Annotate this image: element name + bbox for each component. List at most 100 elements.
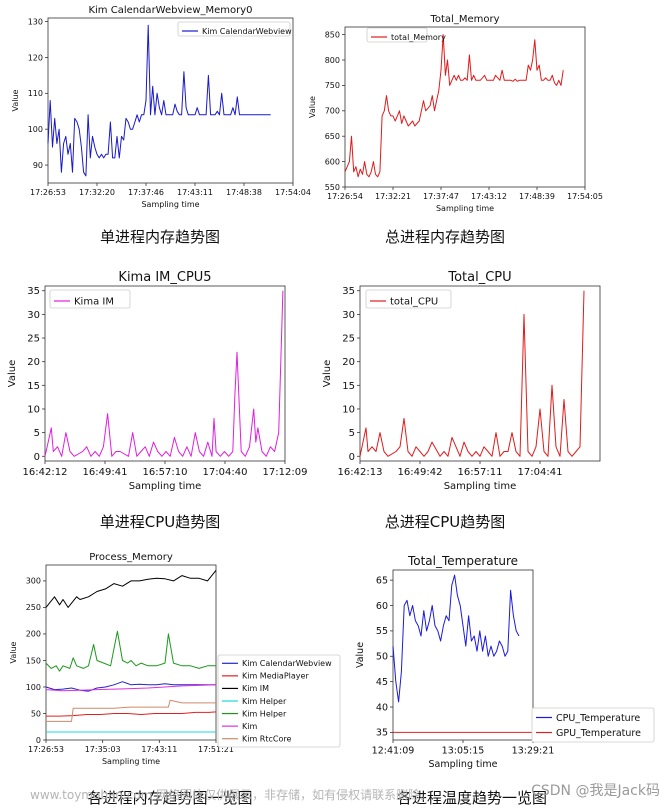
y-tick-label: 200 xyxy=(26,630,41,639)
x-tick-label: 17:12:09 xyxy=(263,467,308,478)
x-tick-label: 13:29:21 xyxy=(512,746,555,757)
x-tick-label: 17:48:39 xyxy=(519,192,555,201)
series-line-5 xyxy=(45,630,216,672)
x-tick-label: 17:51:21 xyxy=(198,745,234,754)
y-tick-label: 45 xyxy=(376,677,388,688)
y-tick-label: 55 xyxy=(376,626,388,637)
x-tick-label: 12:41:09 xyxy=(372,746,415,757)
x-tick-label: 17:43:11 xyxy=(141,745,177,754)
legend-box xyxy=(531,707,655,743)
x-tick-label: 16:42:13 xyxy=(338,467,383,478)
y-tick-label: 35 xyxy=(342,286,355,297)
caption-total-memory: 总进程内存趋势图 xyxy=(384,228,505,246)
y-tick-label: 60 xyxy=(376,601,388,612)
legend-box xyxy=(366,27,428,43)
legend-label: Kim CalendarWebview xyxy=(202,27,292,36)
y-tick-label: 50 xyxy=(31,709,41,718)
y-tick-label: 20 xyxy=(342,357,355,368)
y-tick-label: 10 xyxy=(27,404,40,415)
y-tick-label: 5 xyxy=(34,428,40,439)
legend-box xyxy=(177,21,291,37)
y-tick-label: 250 xyxy=(26,603,41,612)
x-axis-label: Sampling time xyxy=(141,200,199,209)
y-axis-label: Value xyxy=(11,89,20,111)
y-tick-label: 0 xyxy=(36,736,41,745)
x-tick-label: 16:57:11 xyxy=(458,467,503,478)
legend-label: Kim IM xyxy=(242,684,269,693)
chart-title: Total_CPU xyxy=(447,270,511,285)
x-tick-label: 17:35:03 xyxy=(85,745,121,754)
plot-frame xyxy=(344,26,586,188)
y-tick-label: 90 xyxy=(33,161,43,170)
y-tick-label: 15 xyxy=(342,381,355,392)
x-tick-label: 17:54:05 xyxy=(567,192,603,201)
x-tick-label: 17:26:53 xyxy=(30,188,66,197)
legend-label: Kima IM xyxy=(74,297,114,308)
caption-single-cpu: 单进程CPU趋势图 xyxy=(99,513,221,531)
legend-label: Kim xyxy=(242,722,257,731)
y-axis-label: Value xyxy=(9,641,18,663)
y-tick-label: 35 xyxy=(27,286,40,297)
y-tick-label: 0 xyxy=(349,452,355,463)
chart-1: Kim CalendarWebview_Memory0 90 100 110 120 13… xyxy=(11,5,311,209)
y-tick-label: 30 xyxy=(27,310,40,321)
y-tick-label: 65 xyxy=(376,575,388,586)
plot-frame xyxy=(45,564,217,741)
y-axis-label: Value xyxy=(308,96,317,118)
x-tick-label: 17:32:20 xyxy=(79,188,115,197)
y-axis-label: Value xyxy=(322,360,333,387)
series-line-3 xyxy=(45,569,217,608)
x-tick-label: 17:26:54 xyxy=(327,192,363,201)
series-line-1 xyxy=(344,34,564,178)
x-axis-label: Sampling time xyxy=(429,759,498,770)
legend-label: Kim CalendarWebview xyxy=(242,659,332,668)
y-tick-label: 130 xyxy=(28,17,43,26)
y-tick-label: 5 xyxy=(349,428,355,439)
chart-title: Total_Temperature xyxy=(407,554,518,568)
x-tick-label: 16:42:12 xyxy=(23,467,68,478)
y-tick-label: 100 xyxy=(28,125,43,134)
y-tick-label: 600 xyxy=(325,157,340,166)
legend-label: Kim Helper xyxy=(242,697,287,706)
y-tick-label: 30 xyxy=(342,310,355,321)
y-tick-label: 850 xyxy=(325,30,340,39)
x-tick-label: 17:04:40 xyxy=(203,467,248,478)
y-tick-label: 0 xyxy=(34,452,40,463)
legend-label: CPU_Temperature xyxy=(556,713,640,724)
chart-2: Total_Memory 550 600 650 700 750 800 850 17:26:5… xyxy=(308,14,603,213)
chart-4: Total_CPU 0 5 10 15 20 25 30 35 16:42:13 16:49:42 1… xyxy=(322,270,601,492)
series-line-1 xyxy=(392,574,520,703)
legend-label: Kim Helper xyxy=(242,709,287,718)
x-axis-label: Sampling time xyxy=(444,481,517,492)
x-axis-label: Sampling time xyxy=(129,481,202,492)
y-tick-label: 15 xyxy=(27,381,40,392)
legend-label: Kim RtcCore xyxy=(242,735,291,744)
caption-total-cpu: 总进程CPU趋势图 xyxy=(384,513,506,531)
x-axis-label: Sampling time xyxy=(436,204,494,213)
y-tick-label: 550 xyxy=(325,183,340,192)
y-tick-label: 20 xyxy=(27,357,40,368)
x-axis-label: Sampling time xyxy=(102,757,160,766)
y-axis-label: Value xyxy=(355,642,366,668)
x-tick-label: 17:37:46 xyxy=(128,188,164,197)
caption-temperature: 各进程温度趋势一览图 xyxy=(396,789,547,807)
chart-title: Kim CalendarWebview_Memory0 xyxy=(88,5,252,16)
chart-3: Kima IM_CPU5 0 5 10 15 20 25 30 35 16:42:12 16:49:… xyxy=(7,270,307,492)
caption-process-memory: 各进程内存趋势图一览图 xyxy=(87,789,253,807)
series-line-1 xyxy=(45,681,216,692)
watermark-text: www.toymoban.com 网络图片仅供展示，非存储，如有侵权请联系删除。 xyxy=(30,788,433,802)
x-tick-label: 17:32:21 xyxy=(375,192,411,201)
x-tick-label: 17:43:12 xyxy=(471,192,507,201)
y-tick-label: 40 xyxy=(376,702,388,713)
y-tick-label: 25 xyxy=(342,334,355,345)
legend-label: total_Memory xyxy=(391,33,446,42)
chart-title: Kima IM_CPU5 xyxy=(118,270,211,285)
series-line-1 xyxy=(359,290,585,457)
y-axis-label: Value xyxy=(7,360,18,387)
x-tick-label: 16:49:42 xyxy=(398,467,443,478)
plot-frame xyxy=(44,285,286,462)
y-tick-label: 300 xyxy=(26,577,41,586)
x-tick-label: 16:49:41 xyxy=(83,467,128,478)
legend-box xyxy=(49,289,131,309)
plot-frame xyxy=(392,569,534,741)
